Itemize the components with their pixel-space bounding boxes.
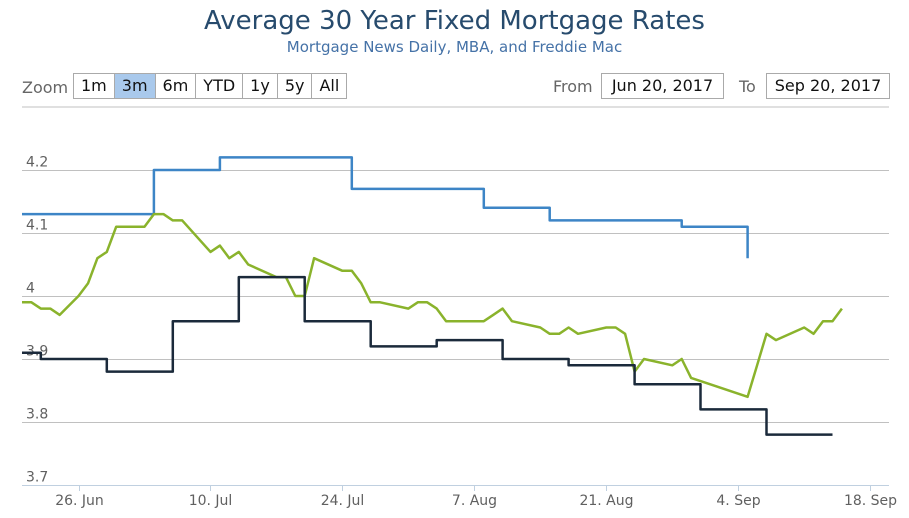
y-tick-label: 4.2 (26, 155, 48, 171)
y-tick-label: 4.1 (26, 218, 48, 234)
x-tick-label: 24. Jul (321, 493, 365, 509)
x-tick-label: 7. Aug (452, 493, 497, 509)
to-date-input[interactable]: Sep 20, 2017 (766, 73, 890, 99)
series-line-2 (22, 212, 843, 399)
zoom-6m-button[interactable]: 6m (155, 74, 197, 98)
x-tick-label: 10. Jul (189, 493, 233, 509)
series-line-3 (22, 275, 833, 436)
to-label: To (739, 77, 756, 96)
chart-subtitle: Mortgage News Daily, MBA, and Freddie Ma… (286, 38, 623, 56)
zoom-ytd-button[interactable]: YTD (196, 74, 244, 98)
x-tick-label: 26. Jun (55, 493, 104, 509)
x-tick-label: 18. Sep (844, 493, 897, 509)
y-tick-label: 3.8 (26, 407, 48, 423)
zoom-button-group: 1m 3m 6m YTD 1y 5y All (73, 73, 348, 99)
zoom-5y-button[interactable]: 5y (277, 74, 313, 98)
y-tick-label: 3.7 (26, 470, 48, 486)
y-tick-label: 4 (26, 281, 35, 297)
zoom-all-button[interactable]: All (312, 74, 347, 98)
zoom-label: Zoom (22, 78, 69, 97)
x-tick-label: 21. Aug (579, 493, 633, 509)
series-line-1 (22, 156, 749, 259)
from-date-input[interactable]: Jun 20, 2017 (601, 73, 724, 99)
x-tick-label: 4. Sep (716, 493, 760, 509)
chart-title: Average 30 Year Fixed Mortgage Rates (204, 6, 705, 36)
zoom-3m-button[interactable]: 3m (114, 74, 156, 98)
from-label: From (553, 77, 593, 96)
zoom-1y-button[interactable]: 1y (243, 74, 278, 98)
zoom-1m-button[interactable]: 1m (74, 74, 115, 98)
